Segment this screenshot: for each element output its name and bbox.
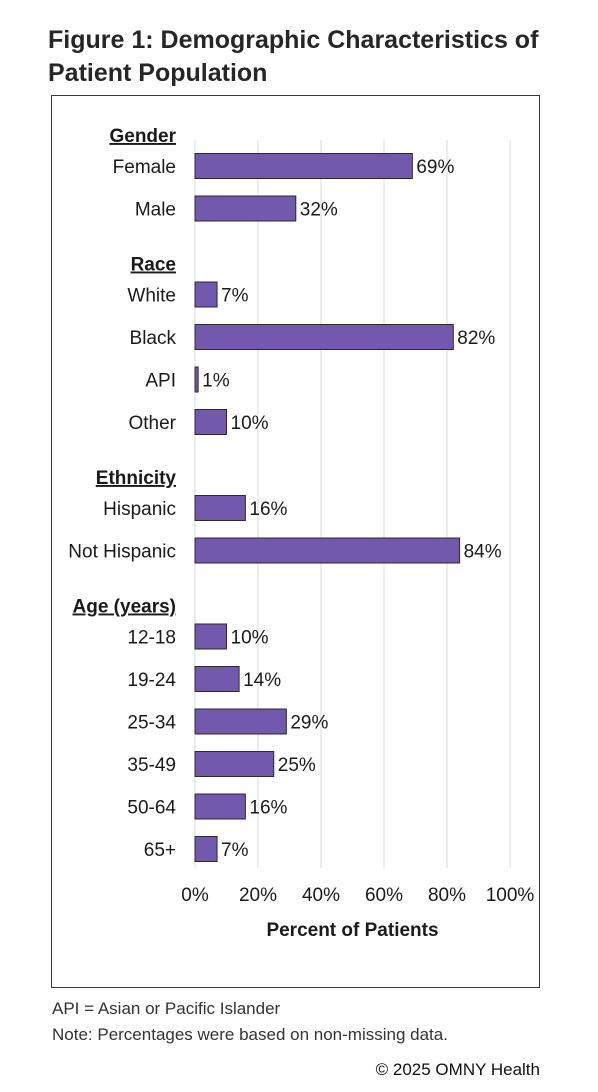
group-heading: Age (years) bbox=[73, 597, 177, 618]
x-tick-label: 100% bbox=[486, 885, 535, 906]
data-label: 84% bbox=[464, 542, 502, 563]
bar bbox=[194, 537, 461, 564]
data-label: 7% bbox=[221, 286, 249, 307]
category-label: Hispanic bbox=[103, 499, 176, 520]
x-tick-label: 80% bbox=[428, 885, 466, 906]
category-label: 35-49 bbox=[127, 755, 176, 776]
group-heading: Ethnicity bbox=[96, 468, 177, 489]
data-label: 16% bbox=[249, 798, 287, 819]
bar bbox=[194, 666, 240, 692]
bar bbox=[194, 195, 297, 222]
category-label: API bbox=[145, 371, 176, 392]
bar bbox=[194, 708, 287, 735]
x-tick-label: 20% bbox=[239, 885, 277, 906]
bar bbox=[194, 366, 199, 393]
x-tick-label: 0% bbox=[181, 885, 209, 906]
figure-title: Figure 1: Demographic Characteristics of… bbox=[48, 26, 539, 87]
bar bbox=[194, 281, 218, 308]
abbreviation-note: API = Asian or Pacific Islander bbox=[52, 999, 281, 1018]
x-tick-label: 40% bbox=[302, 885, 340, 906]
category-label: 19-24 bbox=[127, 670, 176, 691]
data-label: 10% bbox=[231, 413, 269, 434]
x-tick-label: 60% bbox=[365, 885, 403, 906]
bar bbox=[194, 793, 246, 820]
category-label: White bbox=[127, 286, 176, 307]
category-label: Black bbox=[130, 328, 177, 349]
bar bbox=[194, 751, 275, 777]
chart-frame: 0% 20% 40% 60% 80% 100% Percent of Patients Gen… bbox=[51, 95, 540, 988]
data-note: Note: Percentages were based on non-miss… bbox=[52, 1025, 448, 1044]
bar-chart: 0% 20% 40% 60% 80% 100% Percent of Patients Gen… bbox=[68, 126, 535, 941]
x-axis-title: Percent of Patients bbox=[266, 920, 438, 941]
data-label: 25% bbox=[278, 755, 316, 776]
group-heading: Race bbox=[131, 255, 176, 276]
category-label: 50-64 bbox=[127, 798, 176, 819]
data-label: 14% bbox=[243, 670, 281, 691]
data-label: 82% bbox=[457, 328, 495, 349]
bar bbox=[194, 153, 413, 179]
copyright-text: © 2025 OMNY Health bbox=[375, 1060, 540, 1079]
data-label: 7% bbox=[221, 840, 249, 861]
category-label: 12-18 bbox=[127, 628, 176, 649]
category-label: Female bbox=[113, 157, 176, 178]
bar bbox=[194, 623, 227, 650]
data-label: 29% bbox=[290, 713, 328, 734]
group-heading: Gender bbox=[109, 126, 176, 147]
data-label: 16% bbox=[249, 499, 287, 520]
bar bbox=[194, 836, 218, 862]
data-label: 32% bbox=[300, 200, 338, 221]
category-label: 65+ bbox=[144, 840, 176, 861]
chart-notes: API = Asian or Pacific Islander Note: Pe… bbox=[52, 996, 572, 1048]
category-label: 25-34 bbox=[127, 713, 176, 734]
category-label: Other bbox=[128, 413, 176, 434]
category-label: Not Hispanic bbox=[68, 542, 176, 563]
bar bbox=[194, 495, 246, 521]
bar bbox=[194, 324, 454, 350]
data-label: 1% bbox=[202, 371, 230, 392]
bar bbox=[194, 409, 227, 435]
category-label: Male bbox=[135, 200, 176, 221]
data-label: 10% bbox=[231, 628, 269, 649]
data-label: 69% bbox=[416, 157, 454, 178]
